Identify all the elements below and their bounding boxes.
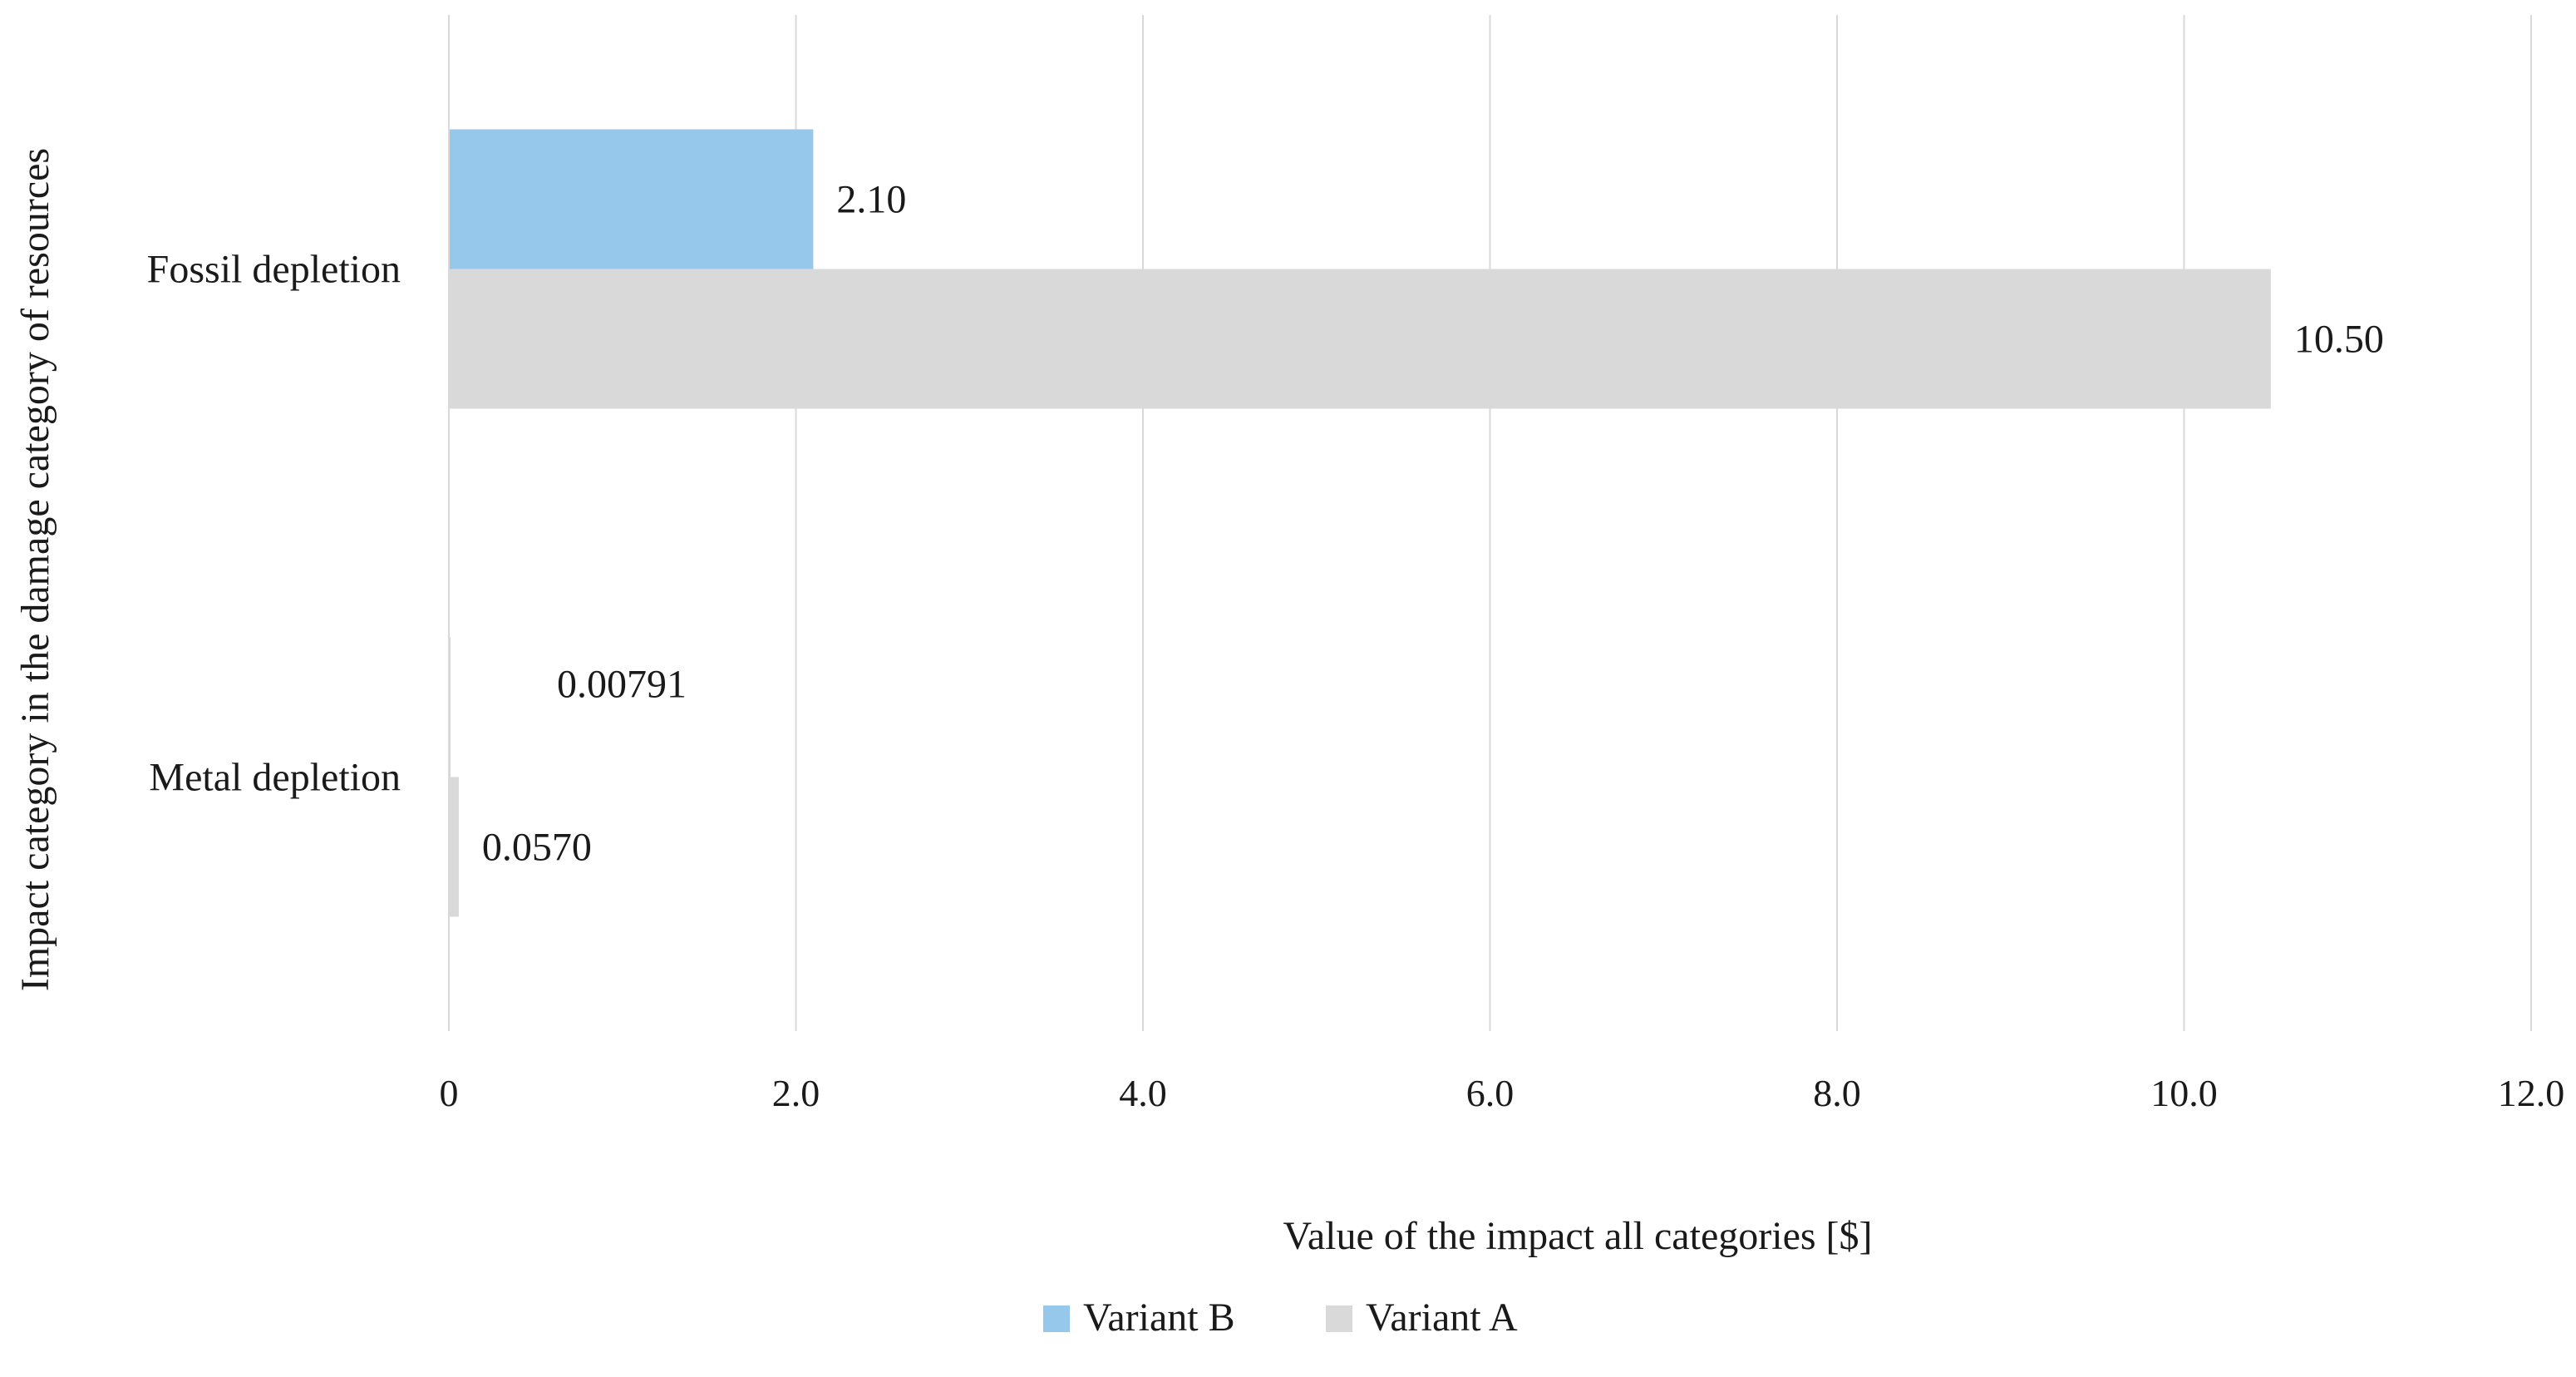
x-tick-label: 4.0 [1119,1072,1167,1114]
bar [449,129,814,269]
y-axis-title: Impact category in the damage category o… [13,148,57,991]
bar [449,269,2271,409]
x-tick-label: 12.0 [2498,1072,2565,1114]
data-labels: 2.10 10.50 0.00791 0.0570 [482,178,2384,870]
x-tick-label: 6.0 [1466,1072,1515,1114]
legend: Variant B Variant A [1043,1296,1518,1340]
legend-swatch [1326,1305,1352,1332]
x-tick-label: 2.0 [772,1072,820,1114]
bars [449,129,2271,917]
data-label: 2.10 [836,178,906,222]
legend-swatch [1043,1305,1070,1332]
x-axis-title: Value of the impact all categories [$] [1283,1214,1872,1258]
data-label: 0.00791 [557,663,687,707]
axes: 0 2.0 4.0 6.0 8.0 10.0 12.0 Fossil depletion Met… [147,15,2565,1114]
x-tick-label: 10.0 [2150,1072,2218,1114]
x-tick-label: 0 [440,1072,459,1114]
bar [449,777,459,917]
data-label: 10.50 [2294,318,2384,362]
category-label: Metal depletion [149,756,401,800]
legend-label: Variant B [1083,1296,1235,1340]
category-label: Fossil depletion [147,248,401,292]
data-label: 0.0570 [482,826,592,870]
legend-label: Variant A [1366,1296,1518,1340]
x-tick-label: 8.0 [1813,1072,1861,1114]
